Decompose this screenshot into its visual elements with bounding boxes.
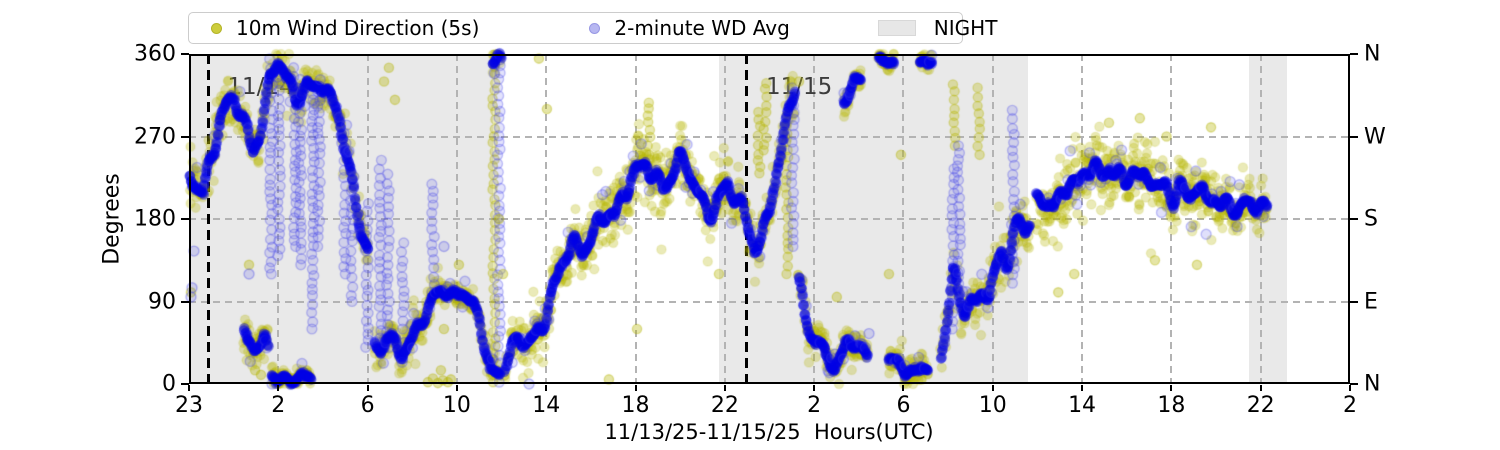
x-tick-mark	[188, 385, 190, 391]
y-tick-label-left: 270	[134, 124, 176, 149]
y-tick-label-right: N	[1364, 41, 1381, 67]
x-tick-mark	[1259, 385, 1262, 391]
x-tick-mark	[902, 385, 905, 391]
x-tick-mark	[1081, 385, 1084, 391]
x-tick-label: 2	[807, 393, 822, 418]
x-tick-mark	[723, 385, 726, 391]
x-tick-mark	[366, 385, 369, 391]
y-tick-label-right: E	[1364, 289, 1378, 314]
y-tick-label-left: 90	[148, 289, 176, 314]
y-tick-mark-left	[181, 135, 189, 138]
y-tick-label-right: S	[1364, 206, 1378, 232]
y-tick-label-left: 180	[134, 206, 176, 232]
y-tick-mark-left	[181, 218, 189, 220]
x-tick-mark	[1170, 385, 1173, 391]
x-tick-mark	[1349, 385, 1351, 391]
y-tick-label-left: 360	[134, 41, 176, 67]
x-tick-mark	[634, 385, 637, 391]
x-tick-label: 6	[896, 393, 911, 418]
x-tick-label: 18	[621, 393, 650, 418]
x-tick-label: 6	[360, 393, 375, 418]
y-axis-label: Degrees	[99, 173, 125, 265]
x-tick-mark	[455, 385, 458, 391]
y-tick-label-left: 0	[162, 371, 176, 397]
wind-direction-5s-legend-marker-icon	[211, 22, 222, 34]
x-tick-label: 10	[978, 393, 1007, 418]
y-tick-mark-left	[181, 383, 189, 385]
x-tick-mark	[545, 385, 548, 391]
wind-direction-5s-legend-label: 10m Wind Direction (5s)	[236, 16, 480, 40]
y-tick-mark-left	[181, 300, 189, 303]
y-tick-mark-left	[181, 53, 189, 55]
legend: 10m Wind Direction (5s) 2-minute WD Avg …	[188, 12, 997, 44]
y-tick-mark-right	[1350, 135, 1358, 138]
x-tick-label: 2	[271, 393, 286, 418]
y-tick-mark-right	[1350, 300, 1358, 303]
y-tick-mark-right	[1350, 218, 1358, 220]
night-legend-swatch-icon	[877, 20, 916, 36]
x-axis-label: 11/13/25-11/15/25 Hours(UTC)	[604, 420, 934, 444]
y-tick-mark-right	[1350, 383, 1358, 385]
x-tick-mark	[277, 385, 280, 391]
x-tick-label: 14	[532, 393, 561, 418]
x-tick-label: 22	[710, 393, 739, 418]
x-tick-label: 23	[175, 393, 203, 418]
y-tick-label-right: W	[1364, 124, 1386, 149]
wd-avg-legend-marker-icon	[589, 22, 601, 34]
wind-direction-scatter-canvas	[181, 46, 1358, 392]
x-tick-mark	[813, 385, 816, 391]
x-tick-label: 22	[1246, 393, 1275, 418]
x-tick-label: 14	[1068, 393, 1097, 418]
y-tick-label-right: N	[1364, 371, 1381, 397]
x-tick-label: 18	[1157, 393, 1186, 418]
x-tick-mark	[991, 385, 994, 391]
wd-avg-legend-label: 2-minute WD Avg	[614, 16, 790, 40]
x-tick-label: 10	[442, 393, 471, 418]
night-legend-label: NIGHT	[933, 16, 998, 40]
x-tick-label: 2	[1343, 393, 1357, 418]
y-tick-mark-right	[1350, 53, 1358, 55]
